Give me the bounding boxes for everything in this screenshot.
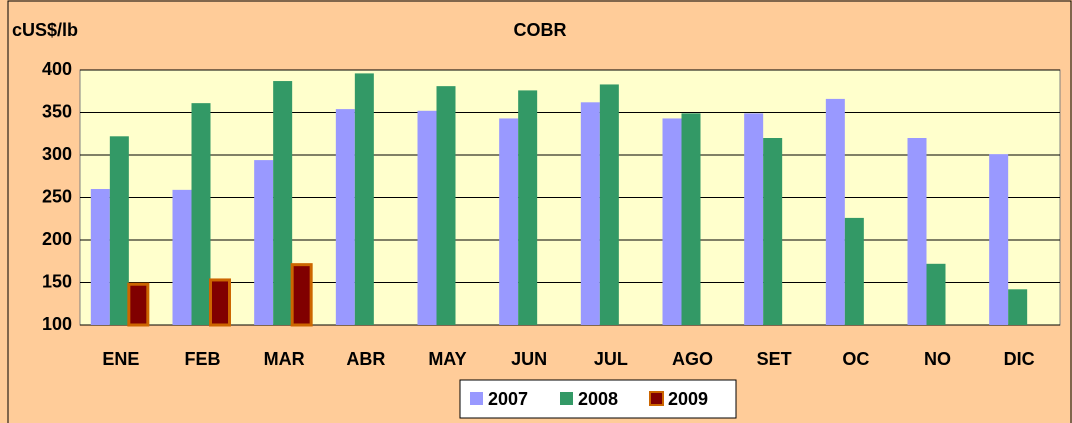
legend-swatch — [470, 392, 483, 405]
y-tick-label: 100 — [42, 314, 72, 334]
x-tick-label: MAY — [428, 349, 466, 369]
bar — [436, 86, 456, 326]
y-tick-label: 150 — [42, 271, 72, 291]
x-tick-label: OC — [842, 349, 869, 369]
x-tick-label: SET — [757, 349, 792, 369]
x-tick-label: AGO — [672, 349, 713, 369]
bar — [580, 102, 600, 325]
x-tick-label: JUN — [511, 349, 547, 369]
bar — [191, 103, 211, 326]
bar — [273, 81, 293, 325]
y-axis-label: cUS$/lb — [12, 20, 78, 40]
bar — [844, 217, 864, 325]
bar — [825, 98, 845, 326]
bar — [109, 136, 129, 325]
legend-label: 2009 — [668, 389, 708, 409]
y-tick-label: 200 — [42, 229, 72, 249]
bar — [172, 189, 192, 325]
bar — [662, 118, 682, 325]
legend-label: 2007 — [488, 389, 528, 409]
bar — [1008, 289, 1028, 325]
x-tick-label: FEB — [185, 349, 221, 369]
legend — [459, 379, 737, 419]
bar — [209, 278, 231, 327]
legend-label: 2008 — [578, 389, 618, 409]
bar — [907, 138, 927, 325]
x-tick-label: JUL — [594, 349, 628, 369]
bar — [90, 189, 110, 325]
y-tick-label: 350 — [42, 101, 72, 121]
x-tick-label: MAR — [264, 349, 305, 369]
bar — [290, 263, 313, 327]
bar — [335, 109, 355, 325]
bar — [763, 138, 783, 325]
bar — [518, 90, 538, 326]
bar — [744, 113, 764, 325]
chart-border — [7, 0, 1072, 423]
bar — [681, 113, 701, 325]
bar — [926, 263, 946, 325]
chart-title: COBR — [514, 20, 567, 40]
bar — [354, 73, 374, 326]
bar — [254, 160, 274, 325]
x-tick-label: ABR — [346, 349, 385, 369]
bar — [127, 282, 150, 327]
bar — [989, 154, 1009, 325]
x-tick-label: NO — [924, 349, 951, 369]
legend-swatch — [560, 392, 573, 405]
bar — [599, 84, 619, 325]
y-tick-label: 300 — [42, 144, 72, 164]
y-tick-label: 400 — [42, 59, 72, 79]
bar — [417, 110, 437, 325]
legend-swatch — [649, 391, 664, 406]
x-tick-label: DIC — [1004, 349, 1035, 369]
x-tick-label: ENE — [102, 349, 139, 369]
y-tick-label: 250 — [42, 186, 72, 206]
bar — [499, 118, 519, 325]
